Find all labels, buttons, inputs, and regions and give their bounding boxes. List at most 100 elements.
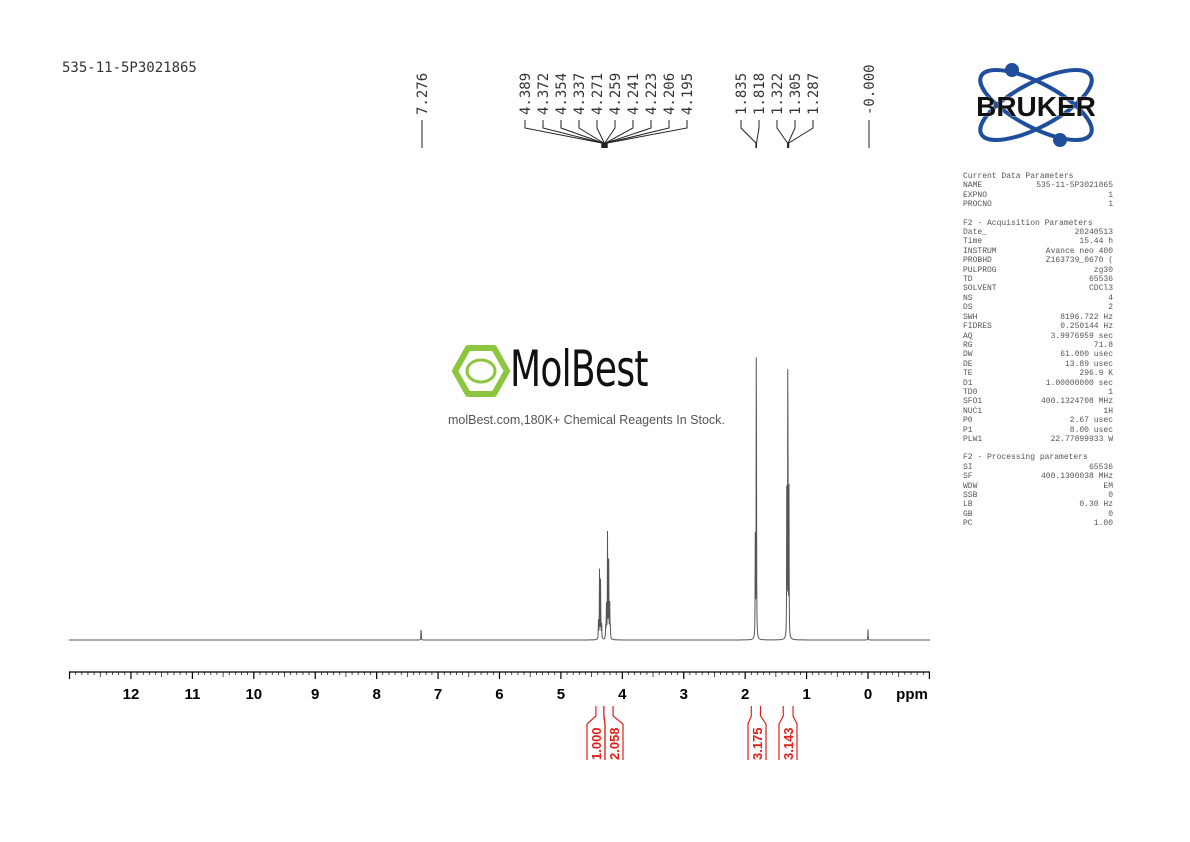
peak-label: 1.818 xyxy=(752,73,768,115)
spectrum-trace xyxy=(69,357,930,641)
peak-label: 4.206 xyxy=(662,73,678,115)
integral-bracket-left xyxy=(586,706,597,760)
parameter-row: PROCNO 1 xyxy=(963,200,1113,209)
parameters-panel: Current Data Parameters NAME 535-11-5P3021… xyxy=(963,172,1113,529)
x-tick-label: 9 xyxy=(311,686,319,703)
x-tick-label: 6 xyxy=(495,686,503,703)
bruker-atom-icon xyxy=(978,63,1094,147)
parameter-value: 65536 xyxy=(1088,275,1113,285)
parameter-row: PULPROG zg30 xyxy=(963,266,1113,275)
integral-value: 1.000 xyxy=(589,727,604,760)
parameter-row: TD 65536 xyxy=(963,275,1113,284)
parameter-row: SF 400.1300038 MHz xyxy=(963,472,1113,481)
peak-label: 4.195 xyxy=(680,73,696,115)
parameter-key: SOLVENT xyxy=(963,284,997,294)
x-tick-label: 5 xyxy=(557,686,565,703)
x-tick-label: 0 xyxy=(864,686,872,703)
peak-label: 4.354 xyxy=(554,73,570,115)
parameter-row: SSB 0 xyxy=(963,491,1113,500)
parameter-row: NS 4 xyxy=(963,294,1113,303)
peak-label-leader xyxy=(776,120,789,148)
parameter-value: 1 xyxy=(1108,387,1113,397)
parameter-value: 71.8 xyxy=(1093,340,1113,350)
parameter-key: PROCNO xyxy=(963,200,992,210)
peak-label: 1.322 xyxy=(770,73,786,115)
parameter-row: Date_ 20240513 xyxy=(963,228,1113,237)
parameter-row: PLW1 22.77899933 W xyxy=(963,435,1113,444)
parameter-value: 8196.722 Hz xyxy=(1060,312,1113,322)
integral-bracket-right xyxy=(759,706,767,760)
parameter-row: Time 15.44 h xyxy=(963,237,1113,246)
parameter-value: 65536 xyxy=(1088,462,1113,472)
peak-label-leader xyxy=(578,120,605,148)
parameter-key: TD0 xyxy=(963,387,978,397)
parameter-value: 0.250144 Hz xyxy=(1060,322,1113,332)
parameter-value: EM xyxy=(1103,481,1113,491)
integral-bracket-right xyxy=(792,706,798,760)
integral-value: 3.143 xyxy=(781,727,796,760)
parameter-value: CDCl3 xyxy=(1088,284,1113,294)
parameter-row: AQ 3.9976959 sec xyxy=(963,332,1113,341)
parameter-value: 8.00 usec xyxy=(1069,425,1113,435)
parameter-row: SFO1 400.1324708 MHz xyxy=(963,397,1113,406)
watermark-tagline: molBest.com,180K+ Chemical Reagents In S… xyxy=(448,413,725,427)
peak-label-leader xyxy=(787,120,796,148)
parameter-section-title: F2 - Processing parameters xyxy=(963,453,1088,463)
parameter-row: WDW EM xyxy=(963,482,1113,491)
parameter-value: 13.89 usec xyxy=(1064,359,1113,369)
parameter-value: 296.9 K xyxy=(1079,369,1113,379)
parameter-row: RG 71.8 xyxy=(963,341,1113,350)
parameter-row: FIDRES 0.250144 Hz xyxy=(963,322,1113,331)
integral-bracket-left xyxy=(778,706,784,760)
parameter-key: SF xyxy=(963,472,973,482)
parameter-value: 0 xyxy=(1108,509,1113,519)
parameter-row: SOLVENT CDCl3 xyxy=(963,284,1113,293)
parameter-value: 400.1324708 MHz xyxy=(1040,397,1113,407)
parameter-key: PULPROG xyxy=(963,265,997,275)
parameter-value: 22.77899933 W xyxy=(1050,434,1113,444)
parameter-row: PROBHD Z163739_0670 ( xyxy=(963,256,1113,265)
parameter-value: 61.000 usec xyxy=(1060,350,1113,360)
integral-0: 1.000 xyxy=(586,706,606,760)
parameter-key: SFO1 xyxy=(963,397,983,407)
parameter-value: 400.1300038 MHz xyxy=(1040,472,1113,482)
x-tick-label: 2 xyxy=(741,686,749,703)
parameter-key: LB xyxy=(963,500,973,510)
peak-label-leader xyxy=(524,120,603,148)
parameter-row: NUC1 1H xyxy=(963,407,1113,416)
parameter-key: NS xyxy=(963,293,973,303)
peak-label: 4.259 xyxy=(608,73,624,115)
parameter-section-acquisition: F2 - Acquisition Parameters Date_ 20240513… xyxy=(963,219,1113,445)
parameter-value: 1H xyxy=(1103,406,1113,416)
parameter-key: Time xyxy=(963,237,983,247)
x-tick-label: 4 xyxy=(618,686,627,703)
x-tick-label: 7 xyxy=(434,686,442,703)
integral-bracket-right xyxy=(612,706,624,760)
peak-label-leader xyxy=(604,120,634,148)
bruker-logo-text: BRUKER xyxy=(976,91,1096,122)
parameter-value: 1 xyxy=(1108,190,1113,200)
parameter-key: INSTRUM xyxy=(963,246,997,256)
parameter-section-title: F2 - Acquisition Parameters xyxy=(963,218,1093,228)
parameter-key: SWH xyxy=(963,312,978,322)
parameter-key: WDW xyxy=(963,481,978,491)
parameter-row: SI 65536 xyxy=(963,463,1113,472)
peak-label-leader xyxy=(560,120,604,148)
integral-value: 2.058 xyxy=(607,727,622,760)
watermark-brand: MolBest xyxy=(510,340,648,398)
parameter-key: AQ xyxy=(963,331,973,341)
parameter-value: Z163739_0670 ( xyxy=(1045,256,1113,266)
parameter-value: 15.44 h xyxy=(1079,237,1113,247)
parameter-row: NAME 535-11-5P3021865 xyxy=(963,181,1113,190)
integral-1: 2.058 xyxy=(603,706,624,760)
parameter-value: 20240513 xyxy=(1074,228,1113,238)
parameter-row: SWH 8196.722 Hz xyxy=(963,313,1113,322)
peak-label-leader xyxy=(604,120,616,148)
parameter-key: PROBHD xyxy=(963,256,992,266)
parameter-row: P1 8.00 usec xyxy=(963,426,1113,435)
parameter-key: Date_ xyxy=(963,228,988,238)
peak-label: 4.372 xyxy=(536,73,552,115)
parameter-key: TE xyxy=(963,369,973,379)
